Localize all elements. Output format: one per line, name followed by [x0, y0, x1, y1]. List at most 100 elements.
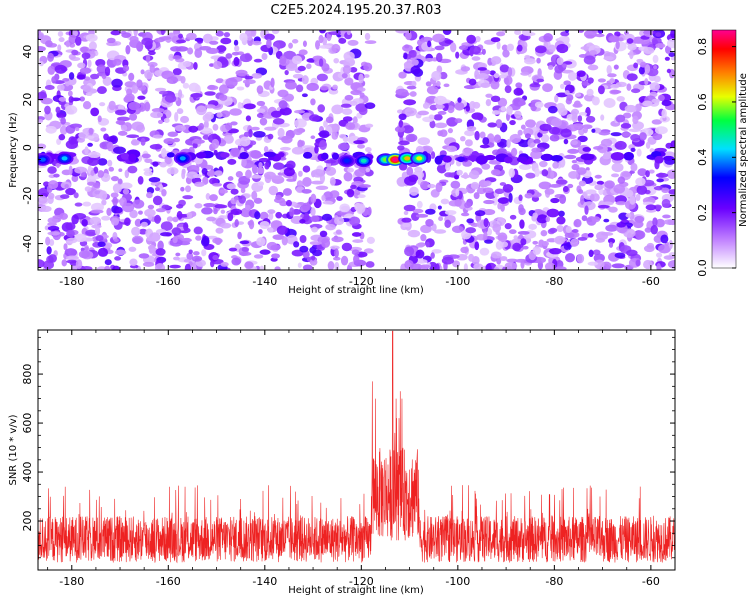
heatmap-cell: [432, 33, 446, 43]
heatmap-cell: [597, 85, 605, 95]
heatmap-cell: [227, 158, 237, 165]
heatmap-cell: [183, 222, 189, 231]
heatmap-cell: [495, 240, 503, 250]
heatmap-cell: [342, 136, 349, 143]
heatmap-cell: [629, 49, 634, 60]
heatmap-cell: [437, 205, 442, 210]
heatmap-cell: [238, 195, 247, 204]
heatmap-cell: [55, 106, 61, 114]
heatmap-cell: [607, 73, 617, 78]
heatmap-cell: [398, 71, 407, 79]
heatmap-cell: [349, 216, 361, 226]
x-tick-label: -120: [349, 575, 374, 588]
heatmap-cell: [594, 33, 605, 38]
heatmap-cell: [556, 179, 568, 185]
heatmap-cell: [132, 199, 145, 209]
heatmap-cell: [653, 75, 661, 83]
heatmap-cell: [555, 92, 568, 98]
heatmap-cell: [85, 91, 93, 97]
heatmap-cell: [104, 265, 111, 270]
heatmap-cell: [159, 232, 173, 237]
heatmap-cell: [297, 65, 306, 72]
heatmap-cell: [149, 64, 155, 73]
heatmap-cell: [575, 160, 587, 165]
colorbar-label: Normalized spectral amplitude: [738, 73, 749, 227]
heatmap-cell: [131, 235, 144, 244]
x-tick-label: -120: [349, 275, 374, 288]
heatmap-cell: [263, 145, 269, 153]
heatmap-cell: [357, 194, 366, 198]
heatmap-cell: [480, 82, 491, 88]
heatmap-cell: [325, 166, 337, 176]
heatmap-cell: [587, 64, 599, 71]
heatmap-cell: [213, 207, 218, 215]
heatmap-cell: [643, 46, 655, 54]
heatmap-cell: [144, 101, 151, 112]
heatmap-cell: [596, 231, 609, 241]
heatmap-cell: [539, 123, 552, 132]
heatmap-cell: [404, 107, 417, 117]
heatmap-cell: [603, 98, 616, 108]
heatmap-cell: [306, 82, 319, 92]
heatmap-cell: [112, 58, 122, 66]
heatmap-cell: [364, 102, 376, 110]
heatmap-cell: [258, 229, 263, 235]
heatmap-cell: [499, 256, 508, 262]
heatmap-cell: [554, 235, 566, 245]
heatmap-cell: [594, 259, 605, 270]
heatmap-cell: [299, 245, 309, 253]
heatmap-cell: [108, 166, 115, 172]
heatmap-cell: [581, 215, 588, 222]
heatmap-cell: [272, 118, 285, 125]
heatmap-cell: [328, 31, 341, 36]
heatmap-cell: [456, 169, 463, 176]
heatmap-cell: [230, 208, 243, 216]
heatmap-cell: [533, 139, 541, 144]
x-tick-label: -80: [545, 575, 563, 588]
heatmap-cell: [495, 119, 503, 129]
heatmap-cell: [365, 123, 374, 128]
heatmap-cell: [120, 124, 128, 131]
heatmap-cell: [60, 117, 66, 125]
heatmap-cell: [100, 127, 107, 132]
heatmap-cell: [476, 73, 489, 80]
heatmap-peak: [179, 156, 186, 161]
heatmap-cell: [474, 241, 480, 251]
heatmap-cell: [541, 169, 549, 177]
heatmap-cell: [245, 169, 252, 179]
heatmap-cell: [270, 110, 282, 118]
heatmap-cell: [668, 189, 675, 195]
heatmap-cell: [84, 186, 92, 192]
heatmap-cell: [317, 104, 326, 113]
heatmap-cell: [302, 176, 312, 187]
heatmap-cell: [65, 188, 76, 196]
heatmap-cell: [103, 133, 109, 141]
heatmap-cell: [234, 45, 240, 52]
heatmap-cell: [460, 212, 470, 217]
heatmap-cell: [90, 202, 104, 212]
heatmap-cell: [571, 229, 579, 233]
heatmap-cell: [363, 62, 373, 72]
heatmap-cell: [259, 220, 270, 229]
heatmap-cell: [66, 77, 77, 86]
heatmap-cell: [506, 43, 515, 52]
heatmap-cell: [270, 77, 275, 88]
heatmap-cell: [353, 254, 360, 265]
heatmap-cell: [275, 194, 282, 201]
heatmap-cell: [122, 64, 130, 72]
heatmap-cell: [663, 219, 675, 225]
heatmap-cell: [469, 45, 481, 55]
snr-x-ticks: -180 -160 -140 -120 -100 -80 -60: [47, 330, 676, 588]
heatmap-cell: [518, 139, 531, 148]
heatmap-cell: [294, 118, 307, 129]
heatmap-cell: [485, 99, 492, 107]
heatmap-cell: [414, 166, 423, 173]
heatmap-cell: [154, 214, 161, 224]
heatmap-cell: [319, 30, 326, 34]
heatmap-cell: [225, 53, 233, 59]
heatmap-cell: [571, 113, 578, 123]
heatmap-cell: [425, 241, 430, 248]
heatmap-cell: [334, 248, 339, 258]
heatmap-cell: [463, 172, 469, 180]
heatmap-cell: [649, 148, 655, 153]
